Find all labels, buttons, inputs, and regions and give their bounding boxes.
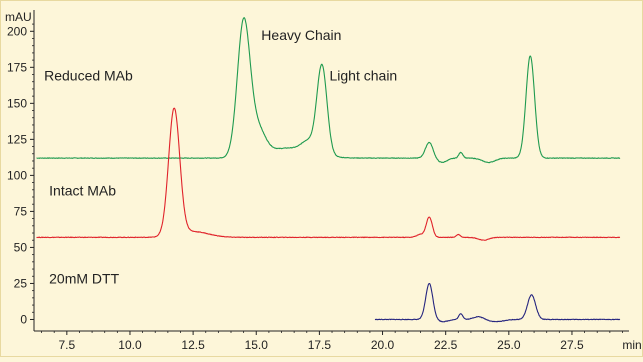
axes-group: 0 25 50 75 100 125 150 175 200 7.5 10.0 12.5 15.0 17.… <box>5 10 642 352</box>
annotations-group: Reduced MAb Heavy Chain Light chain Intact … <box>44 27 397 287</box>
y-tick-label: 75 <box>14 204 28 218</box>
traces-group <box>36 17 621 323</box>
x-tick-label: 17.5 <box>308 338 332 352</box>
x-tick-label: 25.0 <box>497 338 521 352</box>
trace-20mm-dtt <box>374 282 621 323</box>
x-tick-label: 10.0 <box>118 338 142 352</box>
label-light-chain: Light chain <box>330 67 398 83</box>
y-tick-label: 100 <box>7 168 27 182</box>
y-axis-unit-label: mAU <box>5 10 32 24</box>
x-tick-label: 22.5 <box>434 338 458 352</box>
x-tick-label: 15.0 <box>245 338 269 352</box>
trace-reduced-mab <box>36 17 621 164</box>
y-tick-label: 150 <box>7 96 27 110</box>
y-tick-label: 175 <box>7 60 27 74</box>
y-tick-label: 200 <box>7 24 27 38</box>
label-intact-mab: Intact MAb <box>49 183 116 199</box>
y-tick-label: 125 <box>7 132 27 146</box>
x-tick-label: 27.5 <box>560 338 584 352</box>
y-tick-label: 25 <box>14 276 28 290</box>
y-tick-label: 0 <box>20 312 27 326</box>
x-tick-label: 20.0 <box>371 338 395 352</box>
x-axis-unit-label: min <box>622 338 641 352</box>
label-reduced-mab: Reduced MAb <box>44 67 133 83</box>
x-tick-label: 7.5 <box>58 338 75 352</box>
label-heavy-chain: Heavy Chain <box>261 27 341 43</box>
y-tick-label: 50 <box>14 240 28 254</box>
trace-intact-mab <box>36 107 621 241</box>
x-tick-label: 12.5 <box>181 338 205 352</box>
label-20mm-dtt: 20mM DTT <box>49 270 119 286</box>
